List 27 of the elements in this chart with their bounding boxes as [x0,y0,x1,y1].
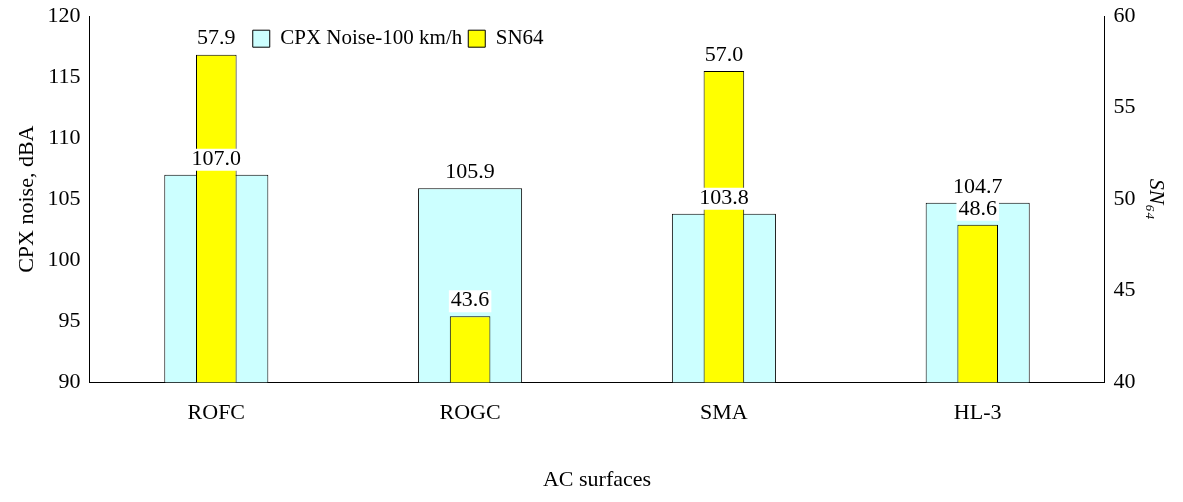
data-label: 57.9 [197,24,236,50]
x-tick-label: ROFC [187,399,246,425]
legend-label: CPX Noise-100 km/h [280,25,463,50]
data-label: 105.9 [445,158,495,183]
x-tick-label: SMA [700,399,748,425]
y2-axis-title: SN₆₄ [1145,178,1171,220]
y-tick-label: 100 [47,245,81,271]
x-axis-title: AC surfaces [542,465,652,491]
y-axis-title: CPX noise, dBA [12,125,38,273]
x-tick-label: HL-3 [953,399,1002,425]
y-tick-label: 105 [47,184,81,210]
y2-tick-label: 45 [1113,276,1136,302]
data-label: 107.0 [191,144,242,170]
x-tick-label: ROGC [439,399,501,425]
data-label: 57.0 [704,40,744,66]
legend-label: SN64 [495,25,545,50]
data-label: 43.6 [450,286,490,312]
data-label: 103.8 [699,183,749,209]
y-tick-label: 120 [47,1,81,27]
y2-tick-label: 55 [1113,93,1136,119]
y-tick-label: 115 [48,62,81,88]
y-tick-label: 90 [58,367,81,393]
y2-tick-label: 60 [1113,1,1136,27]
y2-tick-label: 50 [1113,184,1136,210]
y-tick-label: 95 [58,306,81,332]
y2-tick-label: 40 [1113,367,1136,393]
y-tick-label: 110 [48,123,81,149]
